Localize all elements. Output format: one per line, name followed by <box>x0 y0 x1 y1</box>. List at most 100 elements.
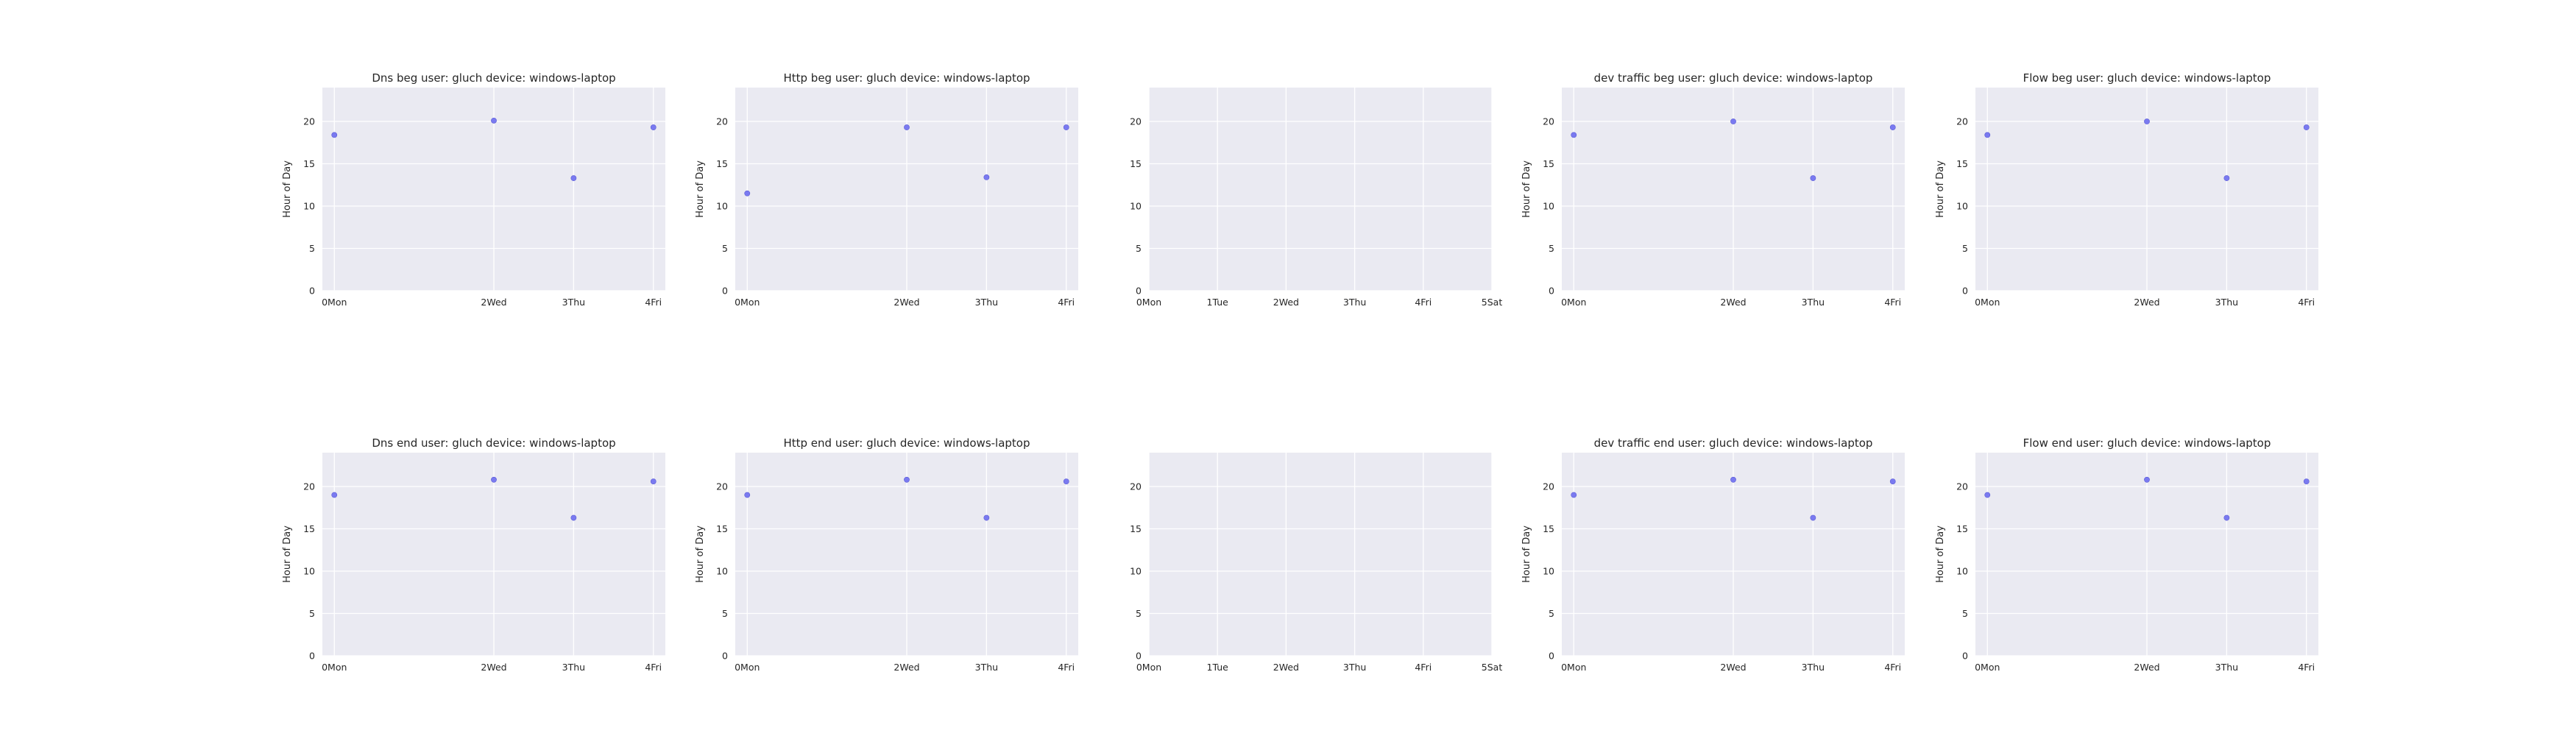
data-point <box>2303 124 2310 130</box>
x-tick-label: 4Fri <box>2298 297 2315 308</box>
y-tick-label: 10 <box>716 566 728 577</box>
y-tick-label: 20 <box>303 116 315 127</box>
scatter-panel: 0 5 10 15 20 0Mon 2Wed 3Thu 4Fri Dns beg user: gl… <box>282 71 665 308</box>
data-point <box>1810 514 1816 521</box>
y-tick-label: 5 <box>722 243 728 254</box>
data-point <box>331 132 338 138</box>
data-point <box>570 175 577 181</box>
x-tick-label: 4Fri <box>645 297 662 308</box>
chart-title: dev traffic beg user: gluch device: wind… <box>1594 71 1873 85</box>
y-tick-label: 0 <box>1549 286 1554 297</box>
data-point <box>1063 478 1069 484</box>
scatter-panel: 0 5 10 15 20 0Mon 2Wed 3Thu 4Fri Flow end user: g… <box>1935 436 2318 673</box>
x-tick-label: 3Thu <box>562 297 585 308</box>
data-point <box>1063 124 1069 130</box>
y-tick-label: 15 <box>303 158 315 169</box>
x-tick-label: 4Fri <box>645 662 662 673</box>
y-axis-label: Hour of Day <box>1521 526 1532 583</box>
chart-title: Http end user: gluch device: windows-lap… <box>783 436 1030 450</box>
y-tick-label: 5 <box>1962 608 1968 619</box>
plot-area <box>1149 453 1492 656</box>
y-tick-label: 5 <box>722 608 728 619</box>
y-tick-label: 0 <box>309 651 315 662</box>
y-tick-label: 15 <box>1956 158 1968 169</box>
scatter-panel: 0 5 10 15 20 0Mon 2Wed 3Thu 4Fri Http beg user: g… <box>695 71 1078 308</box>
y-tick-label: 5 <box>1549 608 1554 619</box>
y-tick-label: 10 <box>1130 566 1142 577</box>
data-point <box>1810 175 1816 181</box>
x-tick-label: 2Wed <box>894 662 919 673</box>
y-tick-label: 15 <box>1956 523 1968 534</box>
y-tick-label: 20 <box>1130 481 1142 492</box>
y-tick-label: 10 <box>1543 201 1554 212</box>
y-tick-label: 20 <box>303 481 315 492</box>
x-tick-label: 3Thu <box>1802 297 1825 308</box>
x-tick-label: 1Tue <box>1207 297 1229 308</box>
y-tick-label: 20 <box>1543 116 1554 127</box>
scatter-panel: 0 5 10 15 20 0Mon 1Tue 2Wed 3Thu 4Fri 5Sat <box>1130 453 1502 673</box>
data-point <box>1889 478 1896 484</box>
x-tick-label: 0Mon <box>1561 662 1586 673</box>
y-axis-label: Hour of Day <box>695 160 706 218</box>
x-tick-label: 4Fri <box>1415 297 1432 308</box>
x-tick-label: 3Thu <box>975 297 998 308</box>
y-tick-label: 0 <box>722 651 728 662</box>
scatter-panel: 0 5 10 15 20 0Mon 1Tue 2Wed 3Thu 4Fri 5Sat <box>1130 88 1502 308</box>
data-point <box>331 492 338 498</box>
data-point <box>1571 132 1577 138</box>
x-tick-label: 4Fri <box>1058 297 1075 308</box>
y-tick-label: 0 <box>722 286 728 297</box>
y-tick-label: 15 <box>1543 158 1554 169</box>
x-tick-label: 1Tue <box>1207 662 1229 673</box>
y-tick-label: 15 <box>1543 523 1554 534</box>
x-tick-label: 3Thu <box>975 662 998 673</box>
chart-title: Http beg user: gluch device: windows-lap… <box>783 71 1030 85</box>
x-tick-label: 0Mon <box>1136 297 1161 308</box>
data-point <box>744 492 751 498</box>
y-tick-label: 10 <box>1956 201 1968 212</box>
y-axis-label: Hour of Day <box>1935 526 1946 583</box>
y-tick-label: 15 <box>716 523 728 534</box>
data-point <box>904 124 910 130</box>
x-tick-label: 0Mon <box>735 662 760 673</box>
x-tick-label: 2Wed <box>894 297 919 308</box>
y-tick-label: 0 <box>1136 286 1142 297</box>
y-tick-label: 10 <box>1543 566 1554 577</box>
y-axis-label: Hour of Day <box>282 526 293 583</box>
data-point <box>1889 124 1896 130</box>
x-tick-label: 4Fri <box>1058 662 1075 673</box>
y-tick-label: 15 <box>303 523 315 534</box>
y-tick-label: 0 <box>1962 651 1968 662</box>
data-point <box>2223 514 2230 521</box>
y-tick-label: 5 <box>309 243 315 254</box>
y-tick-label: 20 <box>716 116 728 127</box>
chart-title: Dns beg user: gluch device: windows-lapt… <box>372 71 615 85</box>
x-tick-label: 4Fri <box>1884 297 1901 308</box>
y-tick-label: 0 <box>1549 651 1554 662</box>
x-tick-label: 0Mon <box>322 662 347 673</box>
x-tick-label: 2Wed <box>1720 662 1746 673</box>
x-tick-label: 5Sat <box>1482 297 1503 308</box>
data-point <box>650 124 657 130</box>
y-tick-label: 0 <box>1136 651 1142 662</box>
y-tick-label: 20 <box>716 481 728 492</box>
y-tick-label: 5 <box>1136 243 1142 254</box>
x-tick-label: 3Thu <box>1802 662 1825 673</box>
y-tick-label: 10 <box>716 201 728 212</box>
chart-title: Flow end user: gluch device: windows-lap… <box>2023 436 2271 450</box>
x-tick-label: 0Mon <box>1975 297 2000 308</box>
y-tick-label: 20 <box>1956 116 1968 127</box>
x-tick-label: 2Wed <box>481 297 506 308</box>
data-point <box>744 190 751 197</box>
data-point <box>983 514 990 521</box>
scatter-panel: 0 5 10 15 20 0Mon 2Wed 3Thu 4Fri Dns end user: gl… <box>282 436 665 673</box>
y-tick-label: 20 <box>1956 481 1968 492</box>
chart-title: Dns end user: gluch device: windows-lapt… <box>372 436 615 450</box>
y-tick-label: 5 <box>1549 243 1554 254</box>
x-tick-label: 3Thu <box>2215 662 2238 673</box>
y-axis-label: Hour of Day <box>695 526 706 583</box>
data-point <box>1730 118 1736 124</box>
y-tick-label: 15 <box>1130 158 1142 169</box>
y-tick-label: 5 <box>309 608 315 619</box>
